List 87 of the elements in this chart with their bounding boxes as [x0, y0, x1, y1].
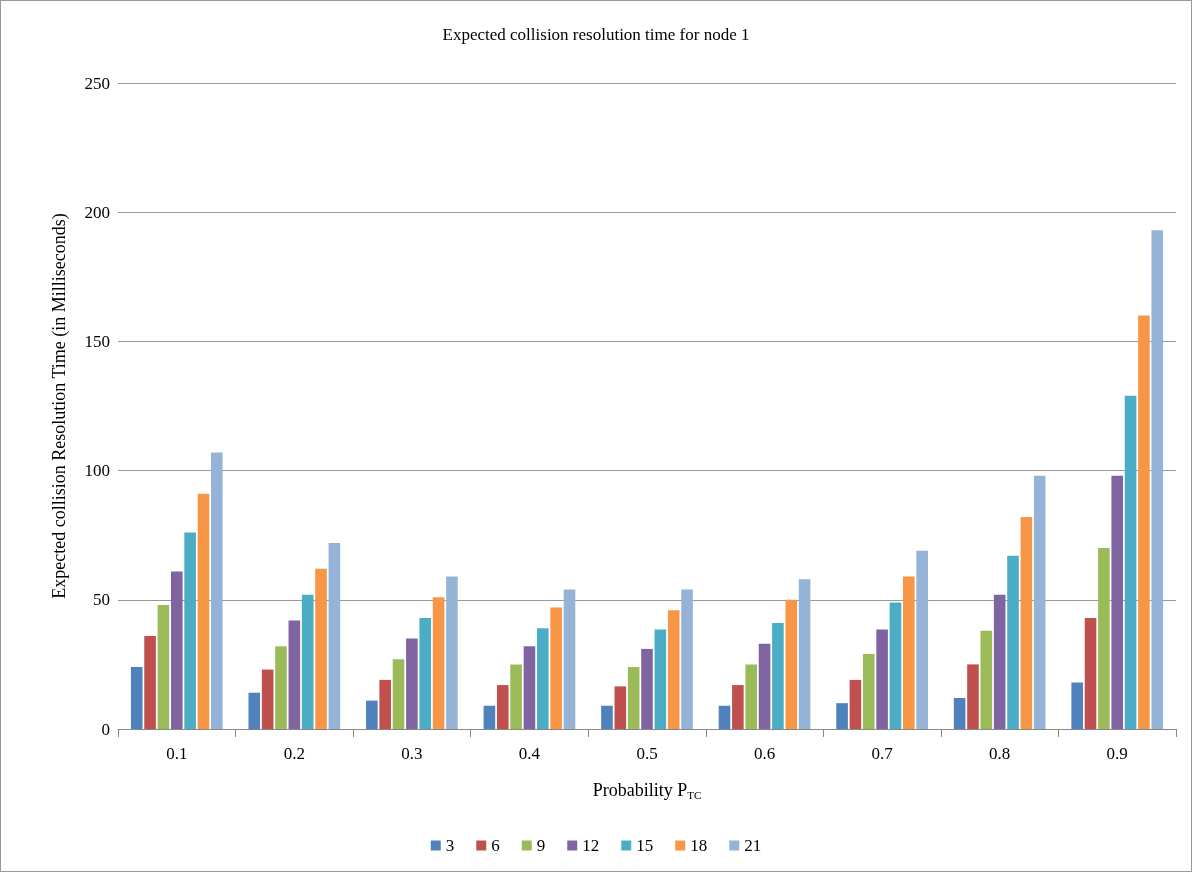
bar — [446, 576, 458, 729]
bar — [432, 597, 445, 729]
y-axis-title: Expected collision Resolution Time (in Milliseconds) — [49, 213, 70, 599]
bar — [392, 659, 405, 729]
y-tick-label: 100 — [84, 461, 110, 481]
x-tick-label: 0.3 — [401, 744, 423, 763]
legend-label: 3 — [445, 836, 455, 855]
bar — [1151, 230, 1164, 729]
bar — [248, 692, 261, 729]
x-tick-label: 0.9 — [1106, 744, 1128, 763]
y-tick-label: 250 — [84, 73, 110, 93]
bar — [563, 589, 576, 729]
bar — [315, 568, 327, 729]
x-tick-label: 0.4 — [518, 744, 541, 763]
bar — [510, 664, 522, 729]
bar — [144, 635, 156, 729]
bar — [261, 669, 274, 729]
bar — [366, 700, 378, 729]
bar — [772, 623, 784, 729]
x-tick-label: 0.8 — [989, 744, 1011, 763]
bar — [627, 666, 640, 729]
bar — [379, 679, 391, 729]
bar — [211, 452, 223, 729]
bar — [496, 685, 509, 729]
x-tick-label: 0.2 — [283, 744, 305, 763]
legend-label: 21 — [744, 836, 762, 855]
bar — [301, 594, 314, 729]
x-tick-label: 0.6 — [753, 744, 776, 763]
bar — [758, 643, 771, 729]
bar — [197, 493, 210, 729]
bar — [916, 550, 928, 729]
bar — [862, 654, 875, 729]
bar — [1098, 548, 1110, 729]
bar — [876, 629, 888, 729]
bar — [1084, 617, 1097, 729]
bar — [1111, 475, 1124, 729]
bar — [681, 589, 693, 729]
bar — [157, 604, 170, 729]
bar — [419, 617, 432, 729]
bar — [288, 620, 301, 729]
bar — [1007, 555, 1019, 729]
bar — [718, 705, 731, 729]
bar — [903, 576, 915, 729]
bar — [170, 571, 183, 729]
bar — [1138, 315, 1150, 729]
x-tick-label: 0.5 — [636, 744, 658, 763]
bar — [184, 532, 196, 729]
bar — [1071, 682, 1083, 729]
legend-label: 6 — [491, 836, 500, 855]
bar — [1124, 395, 1137, 729]
bar — [785, 599, 798, 729]
chart-title: Expected collision resolution time for node 1 — [442, 25, 750, 44]
bar — [798, 579, 811, 729]
y-tick-label: 150 — [84, 331, 110, 351]
y-tick-label: 50 — [93, 590, 110, 610]
bar — [980, 630, 993, 729]
bar — [550, 607, 562, 729]
x-tick-label: 0.1 — [166, 744, 188, 763]
bar — [745, 664, 758, 729]
bar — [889, 602, 902, 729]
bar — [836, 703, 848, 729]
bar — [953, 697, 966, 729]
bar — [1020, 517, 1033, 729]
bar — [993, 594, 1006, 729]
bar — [328, 542, 341, 729]
x-tick-label: 0.7 — [871, 744, 894, 763]
bar — [406, 638, 418, 729]
legend-label: 18 — [690, 836, 708, 855]
bar — [967, 664, 979, 729]
bar — [1033, 475, 1046, 729]
bar — [732, 685, 744, 729]
bar — [483, 705, 496, 729]
y-tick-label: 0 — [101, 719, 110, 739]
bar — [130, 666, 143, 729]
bar — [275, 646, 287, 729]
y-tick-label: 200 — [84, 202, 110, 222]
bar — [667, 610, 680, 729]
bar — [654, 629, 667, 729]
bar — [523, 646, 536, 729]
legend-label: 15 — [636, 836, 654, 855]
bar — [601, 705, 613, 729]
bar — [849, 679, 862, 729]
bar — [536, 628, 549, 729]
legend-label: 12 — [582, 836, 600, 855]
legend-label: 9 — [536, 836, 546, 855]
bar — [614, 686, 627, 729]
bar — [641, 648, 653, 729]
